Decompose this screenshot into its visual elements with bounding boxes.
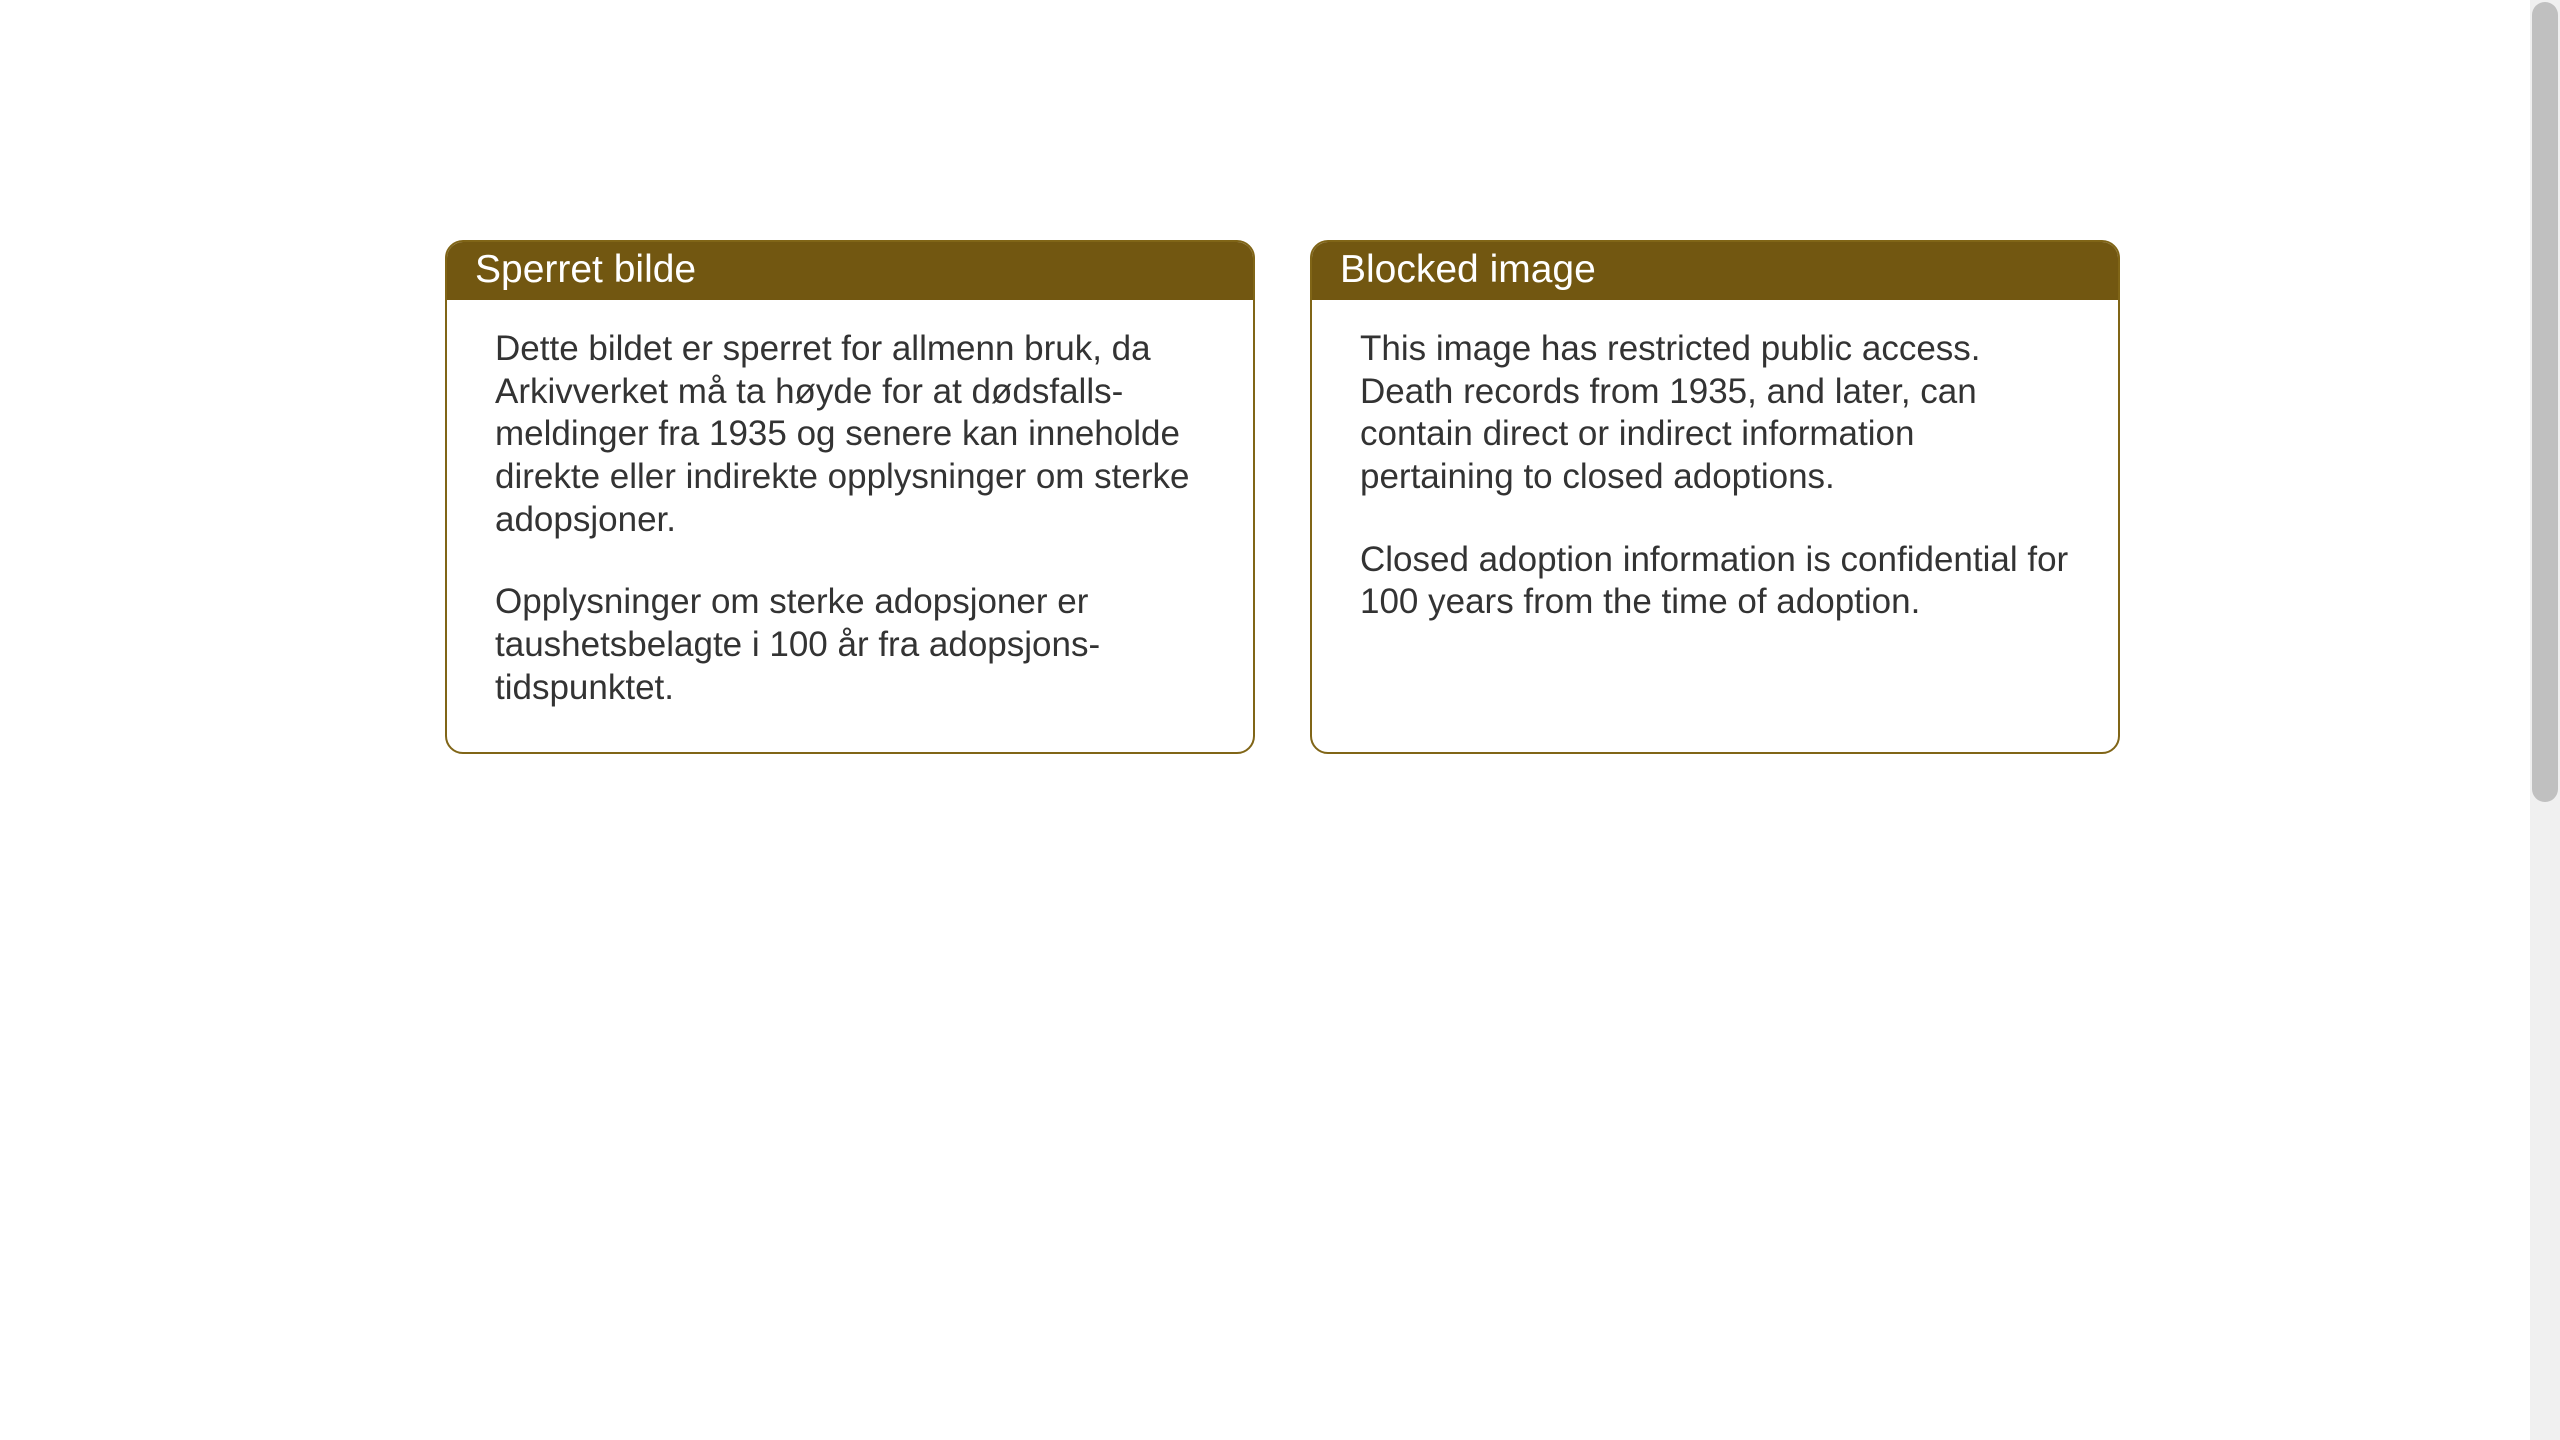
notice-card-norwegian: Sperret bilde Dette bildet er sperret fo… bbox=[445, 240, 1255, 754]
card-paragraph: Opplysninger om sterke adopsjoner er tau… bbox=[495, 581, 1205, 709]
card-header: Sperret bilde bbox=[447, 242, 1253, 300]
card-paragraph: Closed adoption information is confident… bbox=[1360, 539, 2070, 624]
card-title: Blocked image bbox=[1340, 248, 1596, 291]
card-body: Dette bildet er sperret for allmenn bruk… bbox=[447, 300, 1253, 752]
notice-container: Sperret bilde Dette bildet er sperret fo… bbox=[445, 240, 2120, 754]
scrollbar-track[interactable] bbox=[2530, 0, 2560, 1440]
card-paragraph: Dette bildet er sperret for allmenn bruk… bbox=[495, 328, 1205, 541]
card-body: This image has restricted public access.… bbox=[1312, 300, 2118, 666]
card-title: Sperret bilde bbox=[475, 248, 696, 291]
scrollbar-thumb[interactable] bbox=[2532, 2, 2558, 802]
card-paragraph: This image has restricted public access.… bbox=[1360, 328, 2070, 499]
notice-card-english: Blocked image This image has restricted … bbox=[1310, 240, 2120, 754]
card-header: Blocked image bbox=[1312, 242, 2118, 300]
